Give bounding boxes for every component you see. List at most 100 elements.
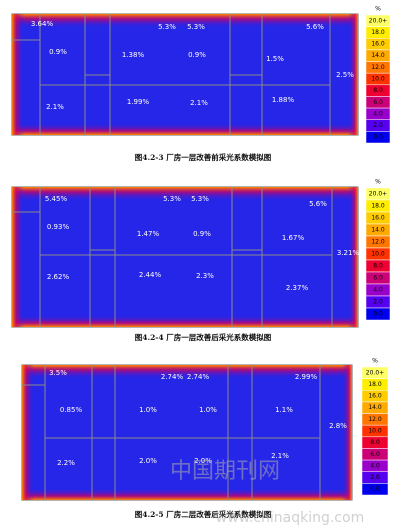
legend-label: 0.0	[373, 311, 383, 318]
value-label: 2.5%	[336, 71, 354, 79]
value-label: 1.0%	[199, 406, 217, 414]
value-label: 0.9%	[188, 51, 206, 59]
value-label: 1.99%	[127, 98, 150, 106]
legend-label: 16.0	[371, 215, 385, 222]
glow	[12, 187, 358, 201]
glow	[12, 315, 358, 327]
legend-label: 12.0	[368, 416, 382, 423]
value-label: 2.3%	[196, 272, 214, 280]
watermark-title: 中国期刊网	[170, 459, 280, 484]
legend-label: 2.0	[370, 474, 380, 481]
legend-label: 8.0	[370, 439, 380, 446]
value-label: 2.37%	[286, 284, 309, 292]
value-label: 1.5%	[266, 55, 284, 63]
value-label: 0.85%	[60, 406, 83, 414]
value-label: 5.6%	[306, 23, 324, 31]
value-label: 1.38%	[122, 51, 145, 59]
value-label: 0.9%	[49, 48, 67, 56]
legend-unit: %	[372, 358, 378, 365]
legend-swatch	[365, 307, 391, 321]
glow	[22, 365, 34, 500]
value-label: 1.67%	[282, 234, 305, 242]
legend-label: 18.0	[371, 203, 385, 210]
legend-label: 14.0	[371, 52, 385, 59]
legend-label: 6.0	[373, 99, 383, 106]
legend-label: 8.0	[373, 87, 383, 94]
glow	[22, 365, 352, 379]
legend-unit: %	[375, 6, 381, 13]
legend-swatch	[361, 483, 389, 496]
glow	[12, 187, 24, 327]
glow	[22, 488, 352, 500]
value-label: 2.1%	[271, 452, 289, 460]
legend-label: 4.0	[370, 462, 380, 469]
glow	[348, 14, 358, 135]
watermark-url: www.chinaqking.com	[216, 510, 364, 526]
legend-swatch	[365, 131, 391, 144]
legend-label: 20.0+	[369, 191, 387, 198]
value-label: 2.99%	[295, 373, 318, 381]
value-label: 5.3%	[187, 23, 205, 31]
legend-label: 12.0	[371, 239, 385, 246]
legend-label: 8.0	[373, 263, 383, 270]
figure: 3.5% 2.74% 2.74% 2.99% 0.85% 1.0% 1.0% 1.1% 2.8%…	[21, 358, 389, 519]
value-label: 2.1%	[190, 99, 208, 107]
plan	[11, 186, 359, 328]
value-label: 3.64%	[31, 20, 54, 28]
legend-label: 20.0+	[366, 369, 384, 376]
value-label: 3.5%	[49, 369, 67, 377]
glow	[12, 14, 358, 28]
value-label: 1.0%	[139, 406, 157, 414]
legend-label: 0.0	[370, 486, 380, 493]
value-label: 1.47%	[137, 230, 160, 238]
legend-label: 10.0	[371, 76, 385, 83]
value-label: 5.3%	[158, 23, 176, 31]
legend-label: 4.0	[373, 110, 383, 117]
legend-label: 20.0+	[369, 17, 387, 24]
legend-unit: %	[375, 179, 381, 186]
value-label: 2.74%	[187, 373, 210, 381]
plan	[11, 13, 359, 136]
legend-label: 10.0	[368, 428, 382, 435]
legend-label: 14.0	[371, 227, 385, 234]
value-label: 2.8%	[329, 422, 347, 430]
legend-label: 16.0	[371, 41, 385, 48]
value-label: 5.3%	[191, 195, 209, 203]
value-label: 2.62%	[47, 273, 70, 281]
value-label: 0.9%	[193, 230, 211, 238]
value-label: 5.6%	[309, 200, 327, 208]
value-label: 2.2%	[57, 459, 75, 467]
legend-label: 6.0	[373, 275, 383, 282]
legend-label: 18.0	[368, 381, 382, 388]
legend-label: 2.0	[373, 299, 383, 306]
glow	[342, 365, 352, 500]
caption: 图4.2-4 厂房一层改善后采光系数模拟图	[135, 332, 272, 342]
legend-label: 4.0	[373, 287, 383, 294]
figure: 5.45% 5.3% 5.3% 5.6% 0.93% 1.47% 0.9% 1.67% 3.21…	[11, 179, 391, 342]
value-label: 5.45%	[45, 195, 68, 203]
value-label: 2.1%	[46, 103, 64, 111]
glow	[12, 123, 358, 135]
caption: 图4.2-5 厂房二层改善后采光系数模拟图	[135, 509, 272, 519]
legend-label: 12.0	[371, 64, 385, 71]
legend-label: 2.0	[373, 122, 383, 129]
legend-label: 16.0	[368, 393, 382, 400]
plan	[21, 364, 353, 501]
glow	[348, 187, 358, 327]
figure: 3.64% 0.9% 5.3% 5.3% 5.6% 1.38% 0.9% 1.5% 2.5% 2.…	[11, 6, 391, 162]
legend-label: 10.0	[371, 251, 385, 258]
glow	[12, 14, 24, 135]
value-label: 2.0%	[139, 457, 157, 465]
value-label: 5.3%	[163, 195, 181, 203]
value-label: 3.21%	[337, 249, 360, 257]
value-label: 0.93%	[47, 223, 70, 231]
caption: 图4.2-3 厂房一层改善前采光系数模拟图	[135, 152, 272, 162]
legend-label: 0.0	[373, 134, 383, 141]
legend-label: 6.0	[370, 451, 380, 458]
value-label: 1.1%	[275, 406, 293, 414]
value-label: 1.88%	[272, 96, 295, 104]
value-label: 2.0%	[194, 457, 212, 465]
legend-label: 18.0	[371, 29, 385, 36]
